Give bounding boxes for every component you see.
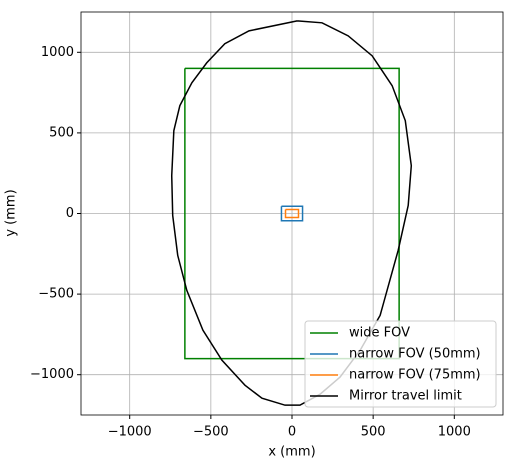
y-tick-label: −1000 xyxy=(30,367,74,382)
series-line xyxy=(284,208,300,219)
x-tick-label: 1000 xyxy=(438,425,471,440)
x-tick-label: 0 xyxy=(288,425,296,440)
y-tick-label: 1000 xyxy=(41,45,74,60)
y-tick-label: 0 xyxy=(66,206,74,221)
legend-box xyxy=(304,320,497,408)
legend-label: wide FOV xyxy=(349,326,410,341)
y-axis-label: y (mm) xyxy=(4,189,19,236)
y-tick-label: 500 xyxy=(49,125,74,140)
plot-frame xyxy=(80,11,504,416)
x-tick-label: 500 xyxy=(361,425,386,440)
series-line xyxy=(280,205,304,222)
legend-label: narrow FOV (50mm) xyxy=(349,347,481,362)
series-line xyxy=(170,20,413,406)
x-axis-label: x (mm) xyxy=(268,445,315,460)
x-tick-label: −500 xyxy=(193,425,229,440)
legend-label: narrow FOV (75mm) xyxy=(349,368,481,383)
y-tick-label: −500 xyxy=(38,287,74,302)
x-tick-label: −1000 xyxy=(108,425,152,440)
legend-label: Mirror travel limit xyxy=(349,389,462,404)
